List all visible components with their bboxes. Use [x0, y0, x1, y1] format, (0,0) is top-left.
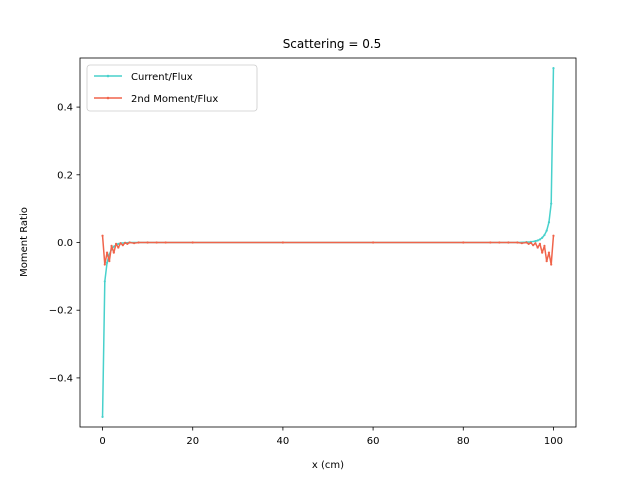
data-point-2nd-moment-flux: [525, 241, 528, 244]
data-point-current-flux: [538, 238, 542, 241]
data-point-2nd-moment-flux: [507, 241, 510, 244]
y-tick-label: −0.2: [49, 306, 73, 317]
data-point-2nd-moment-flux: [538, 242, 542, 245]
data-point-current-flux: [117, 242, 120, 245]
data-point-current-flux: [105, 261, 109, 264]
data-point-2nd-moment-flux: [547, 251, 551, 254]
data-point-2nd-moment-flux: [110, 244, 113, 247]
data-point-current-flux: [534, 240, 537, 243]
data-point-2nd-moment-flux: [101, 234, 104, 237]
data-point-2nd-moment-flux: [462, 241, 465, 244]
data-point-2nd-moment-flux: [498, 241, 501, 244]
legend-box: [86, 64, 258, 112]
chart-title: Scattering = 0.5: [283, 37, 382, 51]
data-point-2nd-moment-flux: [155, 241, 158, 244]
y-axis-label: Moment Ratio: [19, 207, 30, 277]
y-tick-label: 0.4: [57, 103, 73, 114]
data-point-2nd-moment-flux: [121, 244, 124, 247]
x-tick-label: 100: [544, 436, 563, 447]
data-point-2nd-moment-flux: [529, 241, 533, 244]
data-point-current-flux: [103, 280, 106, 283]
x-tick-label: 80: [457, 436, 470, 447]
data-point-2nd-moment-flux: [191, 241, 194, 244]
x-tick-label: 40: [277, 436, 290, 447]
x-axis-label: x (cm): [312, 460, 344, 471]
data-point-2nd-moment-flux: [543, 244, 546, 247]
data-point-2nd-moment-flux: [128, 241, 131, 244]
data-point-current-flux: [112, 245, 115, 248]
data-point-2nd-moment-flux: [119, 242, 122, 245]
data-point-current-flux: [550, 202, 553, 205]
x-tick-label: 20: [186, 436, 199, 447]
data-point-current-flux: [547, 221, 551, 224]
data-point-2nd-moment-flux: [527, 242, 530, 245]
legend-marker-second-moment-flux: [106, 96, 110, 100]
data-point-2nd-moment-flux: [541, 251, 544, 254]
data-point-2nd-moment-flux: [146, 241, 149, 244]
data-point-2nd-moment-flux: [164, 241, 167, 244]
data-point-2nd-moment-flux: [112, 251, 115, 254]
y-axis-ticks: −0.4 −0.2 0.0 0.2 0.4: [49, 103, 80, 384]
data-point-2nd-moment-flux: [133, 242, 136, 245]
y-tick-label: 0.2: [57, 170, 73, 181]
data-point-current-flux: [536, 239, 539, 242]
data-point-2nd-moment-flux: [105, 251, 109, 254]
data-point-current-flux: [101, 415, 104, 418]
data-point-2nd-moment-flux: [534, 242, 537, 245]
data-point-2nd-moment-flux: [103, 263, 106, 266]
data-point-2nd-moment-flux: [137, 241, 140, 244]
data-point-2nd-moment-flux: [545, 260, 548, 263]
legend: Current/Flux 2nd Moment/Flux: [86, 64, 258, 112]
data-point-2nd-moment-flux: [114, 242, 118, 245]
y-tick-label: 0.0: [57, 238, 73, 249]
data-point-current-flux: [545, 229, 548, 232]
data-point-2nd-moment-flux: [536, 246, 539, 249]
x-tick-label: 60: [367, 436, 380, 447]
data-point-2nd-moment-flux: [281, 241, 285, 244]
data-point-current-flux: [552, 67, 555, 70]
data-point-2nd-moment-flux: [550, 263, 553, 266]
data-point-2nd-moment-flux: [108, 260, 111, 263]
legend-label-second-moment-flux: 2nd Moment/Flux: [131, 94, 218, 105]
y-tick-label: −0.4: [49, 373, 73, 384]
data-point-2nd-moment-flux: [126, 242, 129, 245]
data-point-2nd-moment-flux: [552, 234, 555, 237]
legend-label-current-flux: Current/Flux: [131, 72, 193, 83]
series-line-2nd-moment-flux: [101, 235, 555, 266]
data-point-2nd-moment-flux: [532, 244, 535, 247]
x-axis-ticks: 0 20 40 60 80 100: [99, 427, 563, 447]
series-layer: [101, 67, 555, 418]
x-tick-label: 0: [99, 436, 105, 447]
data-point-2nd-moment-flux: [520, 242, 523, 245]
data-point-2nd-moment-flux: [371, 241, 375, 244]
data-point-2nd-moment-flux: [117, 246, 120, 249]
legend-marker-current-flux: [106, 74, 110, 78]
data-point-2nd-moment-flux: [123, 241, 127, 244]
data-point-2nd-moment-flux: [516, 241, 519, 244]
data-point-2nd-moment-flux: [489, 241, 492, 244]
data-point-current-flux: [543, 233, 546, 237]
data-point-current-flux: [541, 236, 544, 239]
